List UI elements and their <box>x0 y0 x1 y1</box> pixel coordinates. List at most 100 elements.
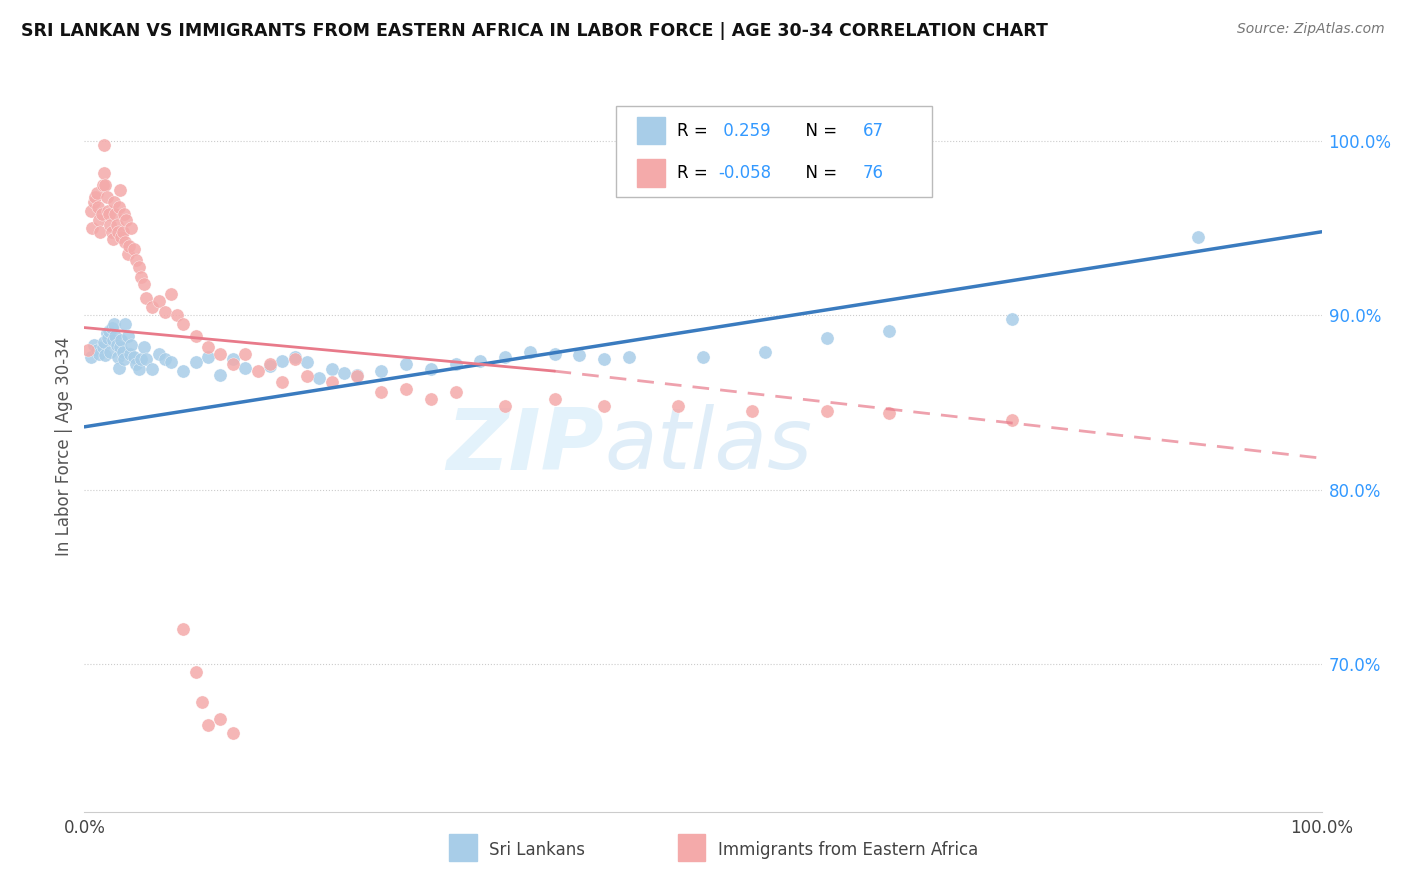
Point <box>80 221 103 235</box>
Point <box>129 351 152 366</box>
Text: R =: R = <box>678 121 713 139</box>
Point <box>107 350 129 364</box>
Point <box>222 726 245 740</box>
Point <box>117 247 139 261</box>
Point <box>114 317 136 331</box>
Point <box>125 357 148 371</box>
Point <box>1001 413 1024 427</box>
Point <box>117 329 139 343</box>
Point <box>321 375 343 389</box>
Point <box>93 165 115 179</box>
Point <box>89 347 111 361</box>
Text: 67: 67 <box>863 121 883 139</box>
Point <box>593 399 616 413</box>
Point <box>79 350 101 364</box>
Point <box>90 207 112 221</box>
Point <box>271 375 294 389</box>
Point <box>877 406 900 420</box>
Point <box>98 324 121 338</box>
Point <box>1187 230 1209 244</box>
Point <box>105 338 128 352</box>
Point <box>543 347 565 361</box>
Point <box>209 368 232 382</box>
Point <box>112 351 135 366</box>
Point <box>111 345 134 359</box>
Point <box>96 190 118 204</box>
Point <box>419 362 441 376</box>
Point <box>617 350 640 364</box>
Point <box>148 347 170 361</box>
Point <box>110 333 132 347</box>
Point <box>97 203 120 218</box>
Point <box>120 221 142 235</box>
Text: R =: R = <box>678 163 713 182</box>
Point <box>184 355 207 369</box>
Point <box>135 291 157 305</box>
Point <box>100 320 122 334</box>
Point <box>94 178 117 192</box>
Point <box>83 195 105 210</box>
Point <box>105 218 128 232</box>
Point <box>172 364 194 378</box>
Text: Immigrants from Eastern Africa: Immigrants from Eastern Africa <box>718 841 979 859</box>
Point <box>593 351 616 366</box>
Point <box>295 355 318 369</box>
Text: -0.058: -0.058 <box>718 163 770 182</box>
Point <box>295 369 318 384</box>
Point <box>120 347 142 361</box>
Point <box>96 326 118 340</box>
Point <box>166 309 188 323</box>
Point <box>97 331 120 345</box>
Point <box>93 137 115 152</box>
Point <box>160 355 183 369</box>
Point <box>395 357 418 371</box>
Point <box>112 207 135 221</box>
Point <box>346 368 368 382</box>
Point <box>284 350 307 364</box>
Point <box>815 331 838 345</box>
Point <box>79 203 101 218</box>
Point <box>568 348 591 362</box>
Point <box>89 212 111 227</box>
Text: N =: N = <box>794 121 842 139</box>
Point <box>84 190 107 204</box>
Point <box>107 225 129 239</box>
Point <box>128 362 150 376</box>
Point <box>246 364 269 378</box>
Point <box>160 287 183 301</box>
Point <box>1001 311 1024 326</box>
Point <box>93 334 115 349</box>
Point <box>89 225 111 239</box>
Point <box>666 399 689 413</box>
Point <box>91 340 114 354</box>
Point <box>132 277 155 291</box>
Point <box>172 317 194 331</box>
Point <box>172 622 194 636</box>
Point <box>741 404 763 418</box>
Point <box>122 350 145 364</box>
Point <box>86 343 108 358</box>
Point <box>233 360 256 375</box>
Point <box>148 294 170 309</box>
Point <box>128 260 150 274</box>
Point <box>115 212 138 227</box>
Point <box>129 270 152 285</box>
Point <box>153 305 176 319</box>
Point <box>346 369 368 384</box>
Point <box>87 201 110 215</box>
Text: atlas: atlas <box>605 404 813 488</box>
Point <box>470 353 492 368</box>
Point <box>98 207 121 221</box>
Point <box>395 382 418 396</box>
Point <box>125 252 148 267</box>
Point <box>114 235 136 250</box>
Point <box>197 717 219 731</box>
Point <box>209 713 232 727</box>
Point <box>153 351 176 366</box>
Point <box>132 340 155 354</box>
Point <box>370 364 392 378</box>
Text: 76: 76 <box>863 163 883 182</box>
Text: 0.259: 0.259 <box>718 121 770 139</box>
Point <box>543 392 565 406</box>
Point <box>754 345 776 359</box>
